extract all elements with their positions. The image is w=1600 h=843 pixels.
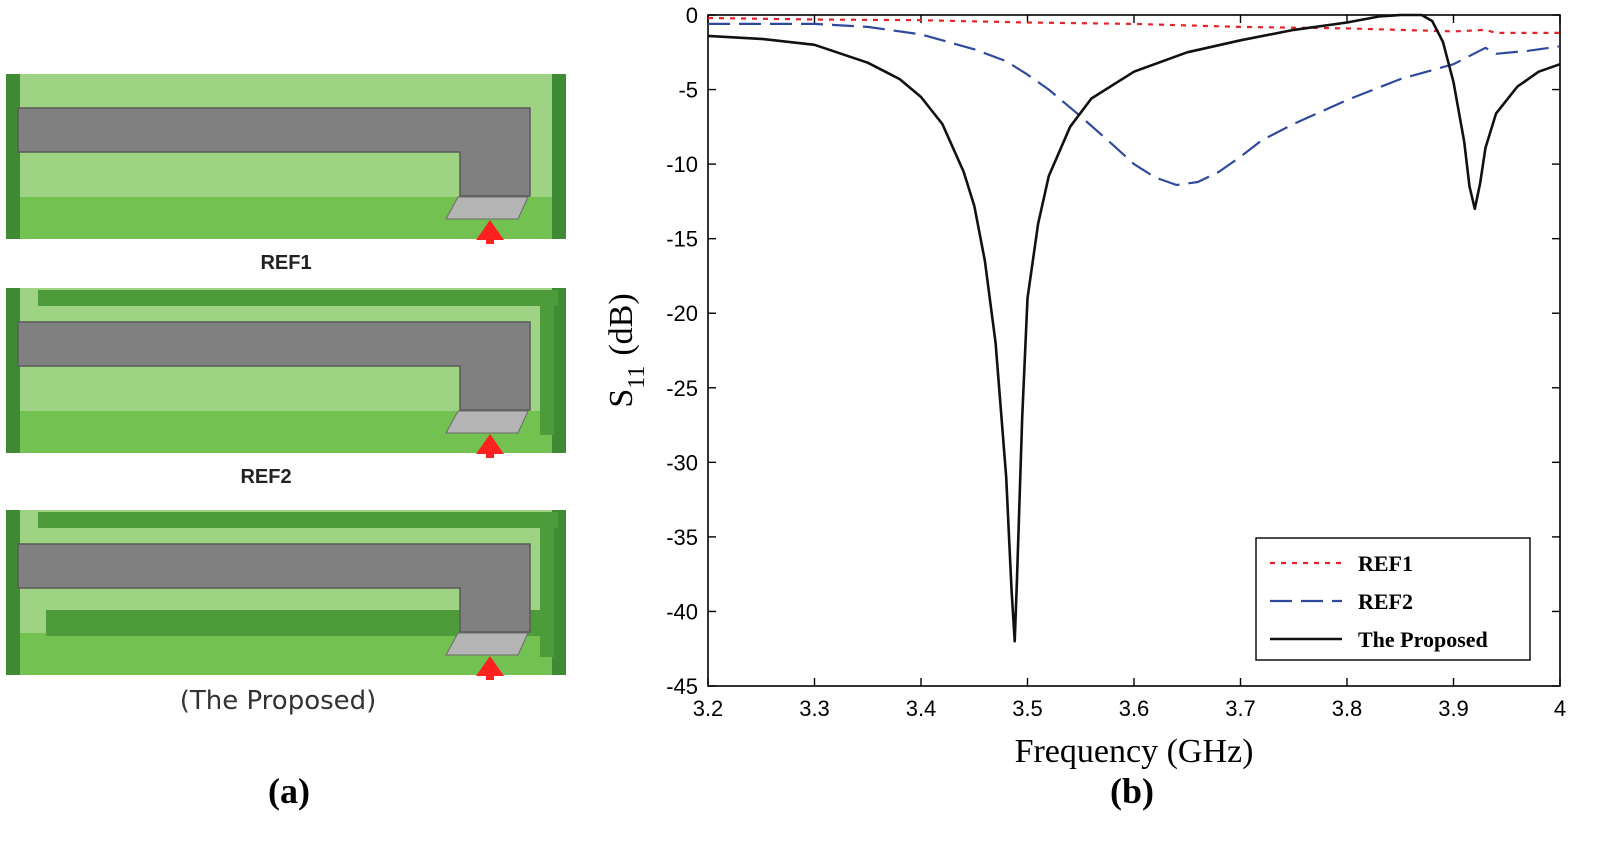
s11-chart: 3.2 3.3 3.4 3.5 3.6 3.7 3.8 3.9 4 0 -5 -10 -15 -20 -25… [603,3,1566,770]
x-tick-label: 3.7 [1225,696,1256,721]
right-edge [552,74,566,239]
x-tick-label: 3.9 [1438,696,1469,721]
y-tick-label: -10 [666,152,698,177]
feed-arrow-stem [486,238,494,244]
radiator [17,107,531,197]
radiator [17,543,531,633]
right-edge [552,510,566,675]
antenna-layouts-drawing [6,74,566,680]
x-tick-label: 3.5 [1012,696,1043,721]
left-edge [6,74,20,239]
feed-arrow-icon [476,220,504,240]
x-tick-label: 3.6 [1119,696,1150,721]
y-tick-label: -25 [666,376,698,401]
legend-label: REF1 [1358,551,1413,576]
feed-arrow-stem [486,452,494,458]
x-tick-label: 3.2 [693,696,724,721]
feed-arrow-stem [486,674,494,680]
ref1-label: REF1 [260,252,312,274]
left-edge [6,288,20,453]
y-tick-label: -20 [666,301,698,326]
x-tick-label: 3.3 [799,696,830,721]
feed-arrow-icon [476,656,504,676]
feed-pad [445,410,529,434]
feed-pad [445,196,529,220]
y-tick-label: -35 [666,525,698,550]
parasitic-top [38,512,558,528]
parasitic-side [540,290,554,435]
antenna-design-1 [6,74,566,244]
ref2-label: REF2 [240,466,292,488]
antenna-design-2 [6,288,566,458]
panel-a-antenna-layouts: REF1 REF2 (The Proposed) (a) [0,0,600,839]
series-line-ref1 [707,16,1560,35]
left-edge [6,510,20,675]
y-axis-label: S11(dB) [603,293,650,407]
panel-a-caption: (a) [268,771,310,811]
panel-b-caption: (b) [1110,771,1154,811]
y-tick-label: 0 [686,3,698,28]
y-tick-label: -15 [666,227,698,252]
y-tick-label: -40 [666,599,698,624]
parasitic-top [38,290,558,306]
x-tick-label: 3.8 [1332,696,1363,721]
legend-label: REF2 [1358,589,1413,614]
y-tick-label: -5 [678,78,698,103]
right-edge [552,288,566,453]
feed-pad [445,632,529,656]
y-tick-label: -30 [666,450,698,475]
feed-arrow-icon [476,434,504,454]
antenna-design-3 [6,510,566,680]
series-line-ref2 [708,22,1561,187]
series-line-the-proposed [707,13,1561,643]
legend-label: The Proposed [1358,627,1488,652]
panel-b-s11-chart: 3.2 3.3 3.4 3.5 3.6 3.7 3.8 3.9 4 0 -5 -10 -15 -20 -25… [600,0,1600,839]
x-tick-label: 4 [1554,696,1566,721]
x-axis-label: Frequency (GHz) [1015,733,1254,770]
x-tick-label: 3.4 [906,696,937,721]
radiator [17,321,531,411]
proposed-label: (The Proposed) [179,686,377,716]
y-tick-label: -45 [666,674,698,699]
